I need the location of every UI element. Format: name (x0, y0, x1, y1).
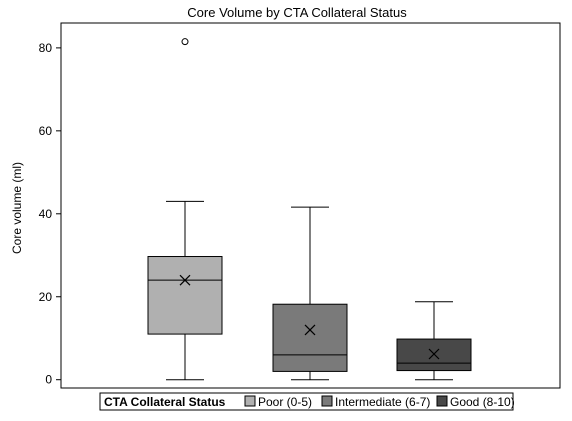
boxes (147, 38, 472, 381)
mean-marker (179, 274, 191, 286)
iqr-box (272, 303, 348, 372)
outlier-point (181, 38, 189, 46)
mean-marker (428, 348, 440, 360)
box-group-1 (147, 38, 223, 381)
legend-swatch (244, 395, 256, 407)
iqr-box (147, 256, 223, 335)
legend-title: CTA Collateral Status (104, 395, 226, 409)
chart-title: Core Volume by CTA Collateral Status (187, 5, 407, 20)
legend-frame (99, 392, 514, 411)
y-axis: 0 20 40 60 80 (39, 41, 61, 387)
y-tick-label: 60 (39, 124, 53, 138)
box-group-3 (396, 301, 472, 381)
legend-swatch (321, 395, 333, 407)
y-tick-label: 40 (39, 207, 53, 221)
y-tick-label: 0 (45, 373, 52, 387)
plot-frame (60, 22, 561, 389)
y-axis-label: Core volume (ml) (10, 162, 24, 254)
legend-label: Good (8-10) (450, 395, 515, 409)
box-group-2 (272, 206, 348, 381)
y-tick-label: 20 (39, 290, 53, 304)
y-tick-label: 80 (39, 41, 53, 55)
mean-marker (304, 324, 316, 336)
legend-swatch (436, 395, 448, 407)
legend: CTA Collateral Status Poor (0-5) Intermed… (99, 392, 515, 411)
legend-label: Poor (0-5) (258, 395, 312, 409)
legend-label: Intermediate (6-7) (335, 395, 430, 409)
